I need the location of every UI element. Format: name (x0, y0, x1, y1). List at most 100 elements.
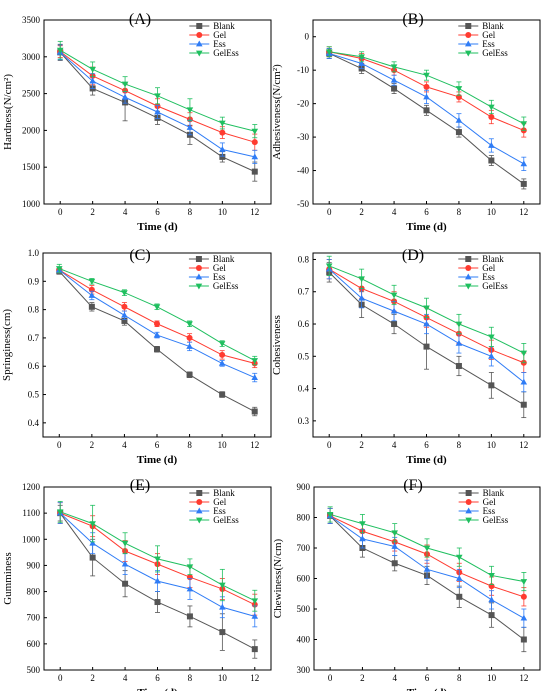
y-tick-label: 900 (297, 482, 311, 492)
y-tick-label: 500 (297, 604, 311, 614)
y-tick-label: 700 (297, 543, 311, 553)
data-point (390, 307, 398, 314)
x-tick-label: 0 (58, 673, 63, 683)
x-tick-label: 6 (424, 207, 429, 217)
panel-label: (C) (129, 247, 150, 264)
legend-label: Ess (483, 506, 496, 516)
data-point (358, 60, 365, 66)
x-tick-label: 12 (519, 673, 528, 683)
data-point (423, 72, 430, 79)
data-point (186, 124, 194, 130)
data-point (251, 139, 258, 146)
data-point (488, 142, 495, 148)
data-point (88, 278, 96, 285)
panel-label: (E) (130, 477, 150, 494)
series-geless (56, 500, 259, 612)
data-point (456, 593, 463, 600)
data-point (423, 83, 430, 90)
series-geless (326, 506, 528, 592)
panel-label: (D) (402, 247, 424, 264)
y-tick-label: 0.3 (298, 416, 310, 426)
y-tick-label: 2500 (22, 89, 41, 99)
data-point (488, 114, 495, 121)
x-tick-label: 0 (57, 440, 62, 450)
data-point (251, 153, 259, 160)
data-point (488, 352, 495, 359)
data-point (121, 290, 128, 297)
legend-label: Gel (213, 497, 226, 507)
legend-marker (195, 256, 202, 262)
x-tick-label: 4 (122, 440, 127, 450)
series-geless (325, 46, 528, 131)
data-point (488, 596, 495, 603)
x-tick-label: 0 (328, 673, 333, 683)
chart-panel-2: 0 2 4 6 8 10 12 -50 -40 -30 -20 -10 0 Time (d) Adhesiv… (271, 11, 541, 233)
x-axis-label: Time (d) (406, 221, 447, 233)
data-point (359, 535, 366, 542)
x-tick-label: 2 (360, 673, 365, 683)
x-tick-label: 2 (90, 207, 95, 217)
legend-marker (196, 490, 203, 496)
data-point (455, 362, 462, 369)
legend-marker (465, 507, 472, 514)
x-axis-label: Time (d) (406, 454, 447, 466)
data-point (89, 539, 96, 546)
legend-label: Gel (482, 30, 495, 40)
legend-marker (465, 23, 472, 29)
data-point (55, 266, 63, 273)
data-point (186, 321, 193, 328)
y-tick-label: 0.8 (298, 254, 310, 264)
x-tick-label: 2 (359, 440, 364, 450)
panel-label: (F) (403, 477, 423, 494)
y-tick-label: 1000 (22, 534, 41, 544)
y-tick-label: -10 (297, 65, 309, 75)
data-point (219, 351, 226, 358)
x-tick-label: 6 (155, 673, 160, 683)
x-tick-label: 10 (218, 207, 228, 217)
x-tick-label: 0 (327, 207, 332, 217)
legend-marker (195, 517, 203, 524)
data-point (455, 129, 462, 136)
y-tick-label: 0.5 (298, 351, 310, 361)
series-ess (325, 259, 528, 393)
legend-label: Blank (213, 254, 235, 264)
data-point (358, 294, 365, 301)
y-tick-label: 1100 (22, 508, 40, 518)
y-tick-label: 600 (27, 639, 41, 649)
x-tick-label: 12 (250, 673, 259, 683)
legend-marker (195, 265, 202, 271)
data-point (390, 64, 398, 71)
y-tick-label: -40 (297, 166, 309, 176)
x-tick-label: 10 (487, 440, 497, 450)
data-point (154, 93, 161, 100)
data-point (423, 343, 430, 350)
y-tick-label: 0.8 (28, 305, 40, 315)
legend-label: Gel (482, 263, 495, 273)
data-point (121, 311, 128, 318)
data-point (488, 104, 495, 111)
y-tick-label: 1500 (22, 162, 41, 172)
x-axis-label: Time (d) (137, 454, 178, 466)
data-point (423, 320, 430, 327)
data-point (89, 77, 96, 84)
data-point (89, 521, 96, 528)
data-point (219, 582, 226, 589)
chart-panel-3: 0 2 4 6 8 10 12 0.4 0.5 0.6 0.7 0.8 0.9 1.0 Time (d) Sp… (1, 247, 272, 466)
data-point (218, 359, 226, 366)
series-blank (57, 504, 258, 659)
legend-label: Blank (483, 488, 505, 498)
y-tick-label: 0.7 (298, 287, 310, 297)
x-axis-label: Time (d) (137, 221, 178, 233)
x-tick-label: 8 (457, 673, 462, 683)
data-point (219, 603, 226, 610)
legend-label: Gel (213, 30, 226, 40)
y-tick-label: 0.5 (28, 390, 40, 400)
data-point (520, 378, 528, 385)
data-point (390, 292, 398, 299)
x-tick-label: 12 (519, 440, 528, 450)
chart-panel-5: 0 2 4 6 8 10 12 500 600 700 800 900 1000 1100 1200 Time… (2, 477, 272, 691)
data-point (488, 612, 495, 619)
